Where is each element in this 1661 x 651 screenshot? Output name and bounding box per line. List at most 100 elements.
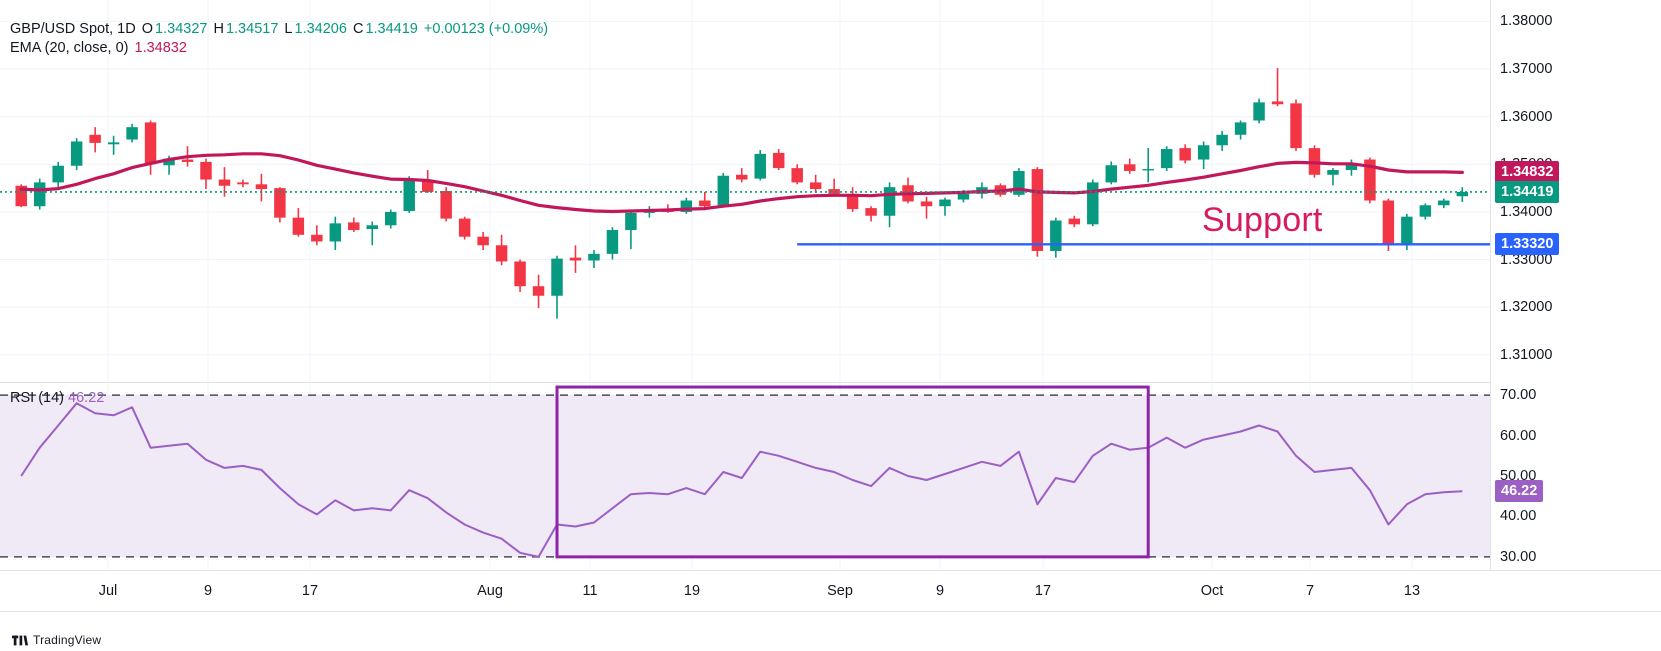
rsi-axis-tick: 70.00 <box>1500 386 1537 403</box>
candlestick <box>292 208 305 237</box>
candle-body <box>532 286 545 296</box>
candle-body <box>421 179 434 192</box>
candle-body <box>772 152 785 169</box>
rsi-value-tag[interactable]: 46.22 <box>1495 480 1544 503</box>
candle-body <box>1438 200 1450 206</box>
candlestick <box>1327 168 1339 186</box>
price-axis-tick: 1.34000 <box>1500 203 1553 220</box>
candlestick <box>828 178 840 197</box>
candlestick <box>440 187 452 222</box>
candle-body <box>1271 101 1284 105</box>
time-axis-tick: 17 <box>301 583 319 599</box>
time-axis-tick: Aug <box>477 583 503 599</box>
candlestick <box>366 221 378 246</box>
rsi-band-fill <box>0 395 1490 557</box>
candlestick <box>311 225 323 246</box>
ema-price-tag[interactable]: 1.34832 <box>1495 161 1560 184</box>
price-svg <box>0 0 1490 381</box>
candlestick <box>403 176 415 213</box>
price-axis-tick: 1.37000 <box>1500 60 1553 77</box>
candlestick <box>939 197 951 216</box>
candle-body <box>1327 170 1339 175</box>
axis-divider <box>1490 0 1491 570</box>
candlestick <box>1253 98 1265 124</box>
candlestick <box>1142 148 1154 183</box>
candlestick <box>1031 167 1044 257</box>
candlestick <box>1197 141 1210 170</box>
candlestick <box>1345 159 1358 176</box>
candlestick <box>70 138 83 171</box>
candle-body <box>865 208 877 216</box>
candlestick <box>1216 130 1228 151</box>
time-axis[interactable]: Jul 9 17 Aug 11 19 Sep 9 17 Oct 7 13 <box>0 570 1661 612</box>
pane-divider <box>0 382 1490 383</box>
rsi-axis[interactable]: 70.00 60.00 50.00 40.00 30.00 46.22 <box>1490 383 1661 569</box>
rsi-axis-tick: 50.00 <box>1500 467 1537 484</box>
candlestick <box>89 127 101 153</box>
candle-body <box>625 212 637 231</box>
candle-body <box>957 193 970 200</box>
candlestick <box>809 174 822 193</box>
candle-body <box>1087 182 1099 225</box>
candlestick <box>1290 99 1302 151</box>
candlestick <box>551 255 563 319</box>
candlestick <box>1234 120 1247 140</box>
candlestick <box>477 231 489 251</box>
candlestick <box>1087 179 1099 227</box>
candle-body <box>1456 191 1469 197</box>
candlestick <box>1456 187 1469 202</box>
candlestick <box>1105 161 1117 185</box>
candlestick <box>33 178 46 210</box>
support-price-tag[interactable]: 1.33320 <box>1495 233 1560 256</box>
ema-20-line <box>19 152 1464 214</box>
price-chart-pane[interactable] <box>0 0 1490 381</box>
time-axis-tick: 13 <box>1403 583 1421 599</box>
candlestick <box>1124 158 1136 174</box>
candle-body <box>569 257 582 261</box>
candle-body <box>15 185 27 207</box>
candle-body <box>1401 216 1413 245</box>
candlestick <box>385 209 397 229</box>
rsi-highlight-box <box>555 385 1150 559</box>
candle-body <box>717 175 730 206</box>
candlestick <box>902 177 914 204</box>
candle-body <box>606 230 619 254</box>
time-axis-tick: 9 <box>935 583 945 599</box>
candlestick <box>680 197 693 214</box>
candlestick <box>1068 215 1081 228</box>
candle-body <box>1382 200 1395 245</box>
candle-body <box>89 134 101 143</box>
candlestick <box>126 123 138 143</box>
last-price-tag[interactable]: 1.34419 <box>1495 180 1560 203</box>
candle-body <box>791 168 803 183</box>
candlestick <box>107 135 120 155</box>
price-axis-tick: 1.36000 <box>1500 108 1553 125</box>
candle-body <box>311 234 323 242</box>
candlestick <box>144 120 157 175</box>
price-axis-tick: 1.32000 <box>1500 298 1553 315</box>
candle-body <box>1419 205 1432 217</box>
candle-body <box>1105 165 1117 183</box>
candle-body <box>1160 149 1173 169</box>
candle-body <box>1124 164 1136 171</box>
price-axis[interactable]: 1.380001.370001.360001.350001.340001.330… <box>1490 0 1661 381</box>
rsi-chart-pane[interactable] <box>0 383 1490 569</box>
candlestick <box>1050 217 1062 258</box>
candle-body <box>1013 170 1025 195</box>
candle-body <box>680 200 693 212</box>
candle-body <box>754 153 766 179</box>
candle-body <box>348 222 360 231</box>
candle-body <box>1031 169 1044 251</box>
candle-body <box>440 190 452 219</box>
support-annotation-label[interactable]: Support <box>1202 201 1323 239</box>
candlestick <box>772 149 785 171</box>
candlestick <box>200 158 212 190</box>
candle-body <box>200 161 212 180</box>
candle-body <box>385 211 397 226</box>
candlestick <box>1179 144 1191 164</box>
tradingview-watermark: TradingView <box>12 633 101 647</box>
candle-body <box>883 187 896 216</box>
price-axis-tick: 1.33000 <box>1500 251 1553 268</box>
candle-body <box>1142 169 1154 171</box>
